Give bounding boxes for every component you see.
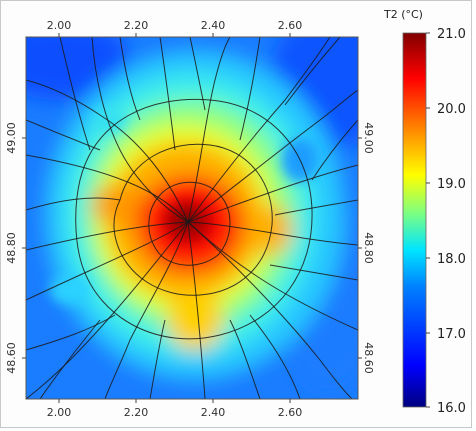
lat-tick-left: 48.80 [5,232,18,264]
lon-axis-bottom: 2.00 2.20 2.40 2.60 [47,399,303,419]
colorbar-title: T2 (°C) [383,8,423,21]
lon-axis-top: 2.00 2.20 2.40 2.60 [47,19,303,37]
colorbar-tick: 19.0 [437,177,466,192]
lon-tick-bottom: 2.40 [201,406,226,419]
lat-tick-left: 49.00 [5,122,18,154]
lat-tick-right: 48.80 [362,232,375,264]
colorbar-tick: 21.0 [437,27,466,42]
map-border [25,36,359,400]
lat-axis-left: 49.00 48.80 48.60 [5,122,26,374]
lat-tick-right: 48.60 [362,342,375,374]
colorbar-tick: 20.0 [437,102,466,117]
lat-axis-right: 49.00 48.80 48.60 [358,122,375,374]
lat-tick-right: 49.00 [362,122,375,154]
colorbar: T2 (°C) 21.0 20.0 19.0 18.0 17.0 16.0 [383,8,466,416]
colorbar-tick: 16.0 [437,401,466,416]
lon-tick-bottom: 2.20 [124,406,149,419]
colorbar-tick: 17.0 [437,327,466,342]
road-network [26,37,358,399]
lon-tick-top: 2.00 [47,19,72,32]
colorbar-gradient [402,32,427,408]
lon-tick-bottom: 2.60 [278,406,303,419]
temperature-field [26,37,358,399]
colorbar-tick: 18.0 [437,252,466,267]
lat-tick-left: 48.60 [5,342,18,374]
lon-tick-top: 2.40 [201,19,226,32]
lon-tick-bottom: 2.00 [47,406,72,419]
lon-tick-top: 2.20 [124,19,149,32]
lon-tick-top: 2.60 [278,19,303,32]
